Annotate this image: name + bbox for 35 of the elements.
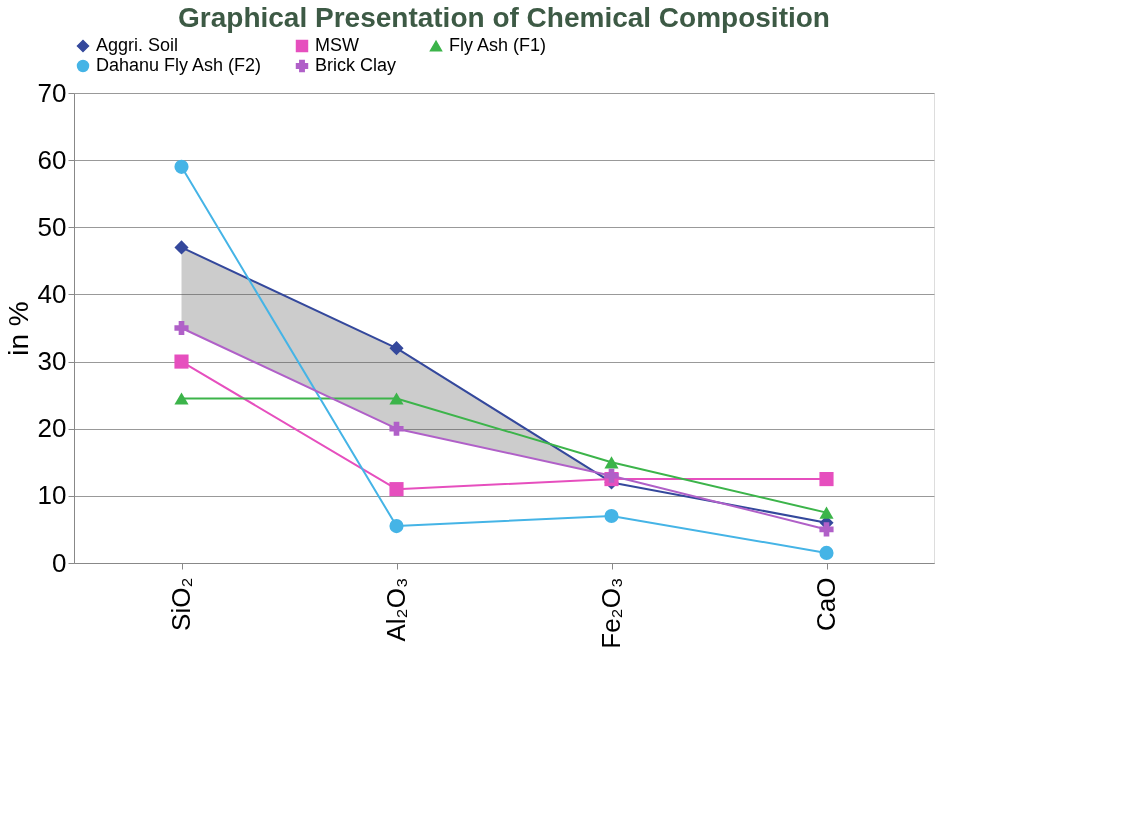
- legend-label: Brick Clay: [315, 55, 397, 75]
- legend-label: Aggri. Soil: [96, 35, 179, 55]
- legend-label: Fly Ash (F1): [449, 35, 547, 55]
- point: [174, 240, 189, 255]
- point: [389, 482, 404, 497]
- point: [174, 354, 189, 369]
- x-tick-label: CaO: [811, 577, 841, 631]
- chart-title: Graphical Presentation of Chemical Composition: [178, 2, 830, 33]
- point: [819, 545, 834, 560]
- point: [174, 392, 189, 405]
- y-tick-label: 30: [37, 346, 67, 377]
- point: [604, 456, 619, 469]
- point: [389, 421, 404, 436]
- y-tick-label: 20: [37, 413, 67, 444]
- x-tick-label: SiO₂: [166, 577, 196, 631]
- y-tick-label: 50: [37, 211, 67, 242]
- legend-label: MSW: [315, 35, 359, 55]
- y-tick-label: 10: [37, 480, 67, 511]
- y-tick-label: 40: [37, 278, 67, 309]
- point: [604, 508, 619, 524]
- point: [174, 159, 189, 174]
- legend-label: Dahanu Fly Ash (F2): [96, 55, 262, 75]
- y-tick-label: 60: [37, 144, 67, 175]
- point: [389, 341, 404, 356]
- x-tick-label: Al₂O₃: [381, 577, 411, 642]
- point: [174, 320, 189, 336]
- point: [389, 519, 404, 534]
- point: [389, 392, 404, 405]
- point: [819, 506, 834, 519]
- x-tick-label: Fe₂O₃: [596, 577, 626, 649]
- y-axis-title: in %: [2, 301, 34, 356]
- y-tick-label: 70: [37, 77, 67, 108]
- point: [819, 522, 834, 537]
- y-tick-label: 0: [52, 547, 67, 578]
- point: [819, 472, 834, 487]
